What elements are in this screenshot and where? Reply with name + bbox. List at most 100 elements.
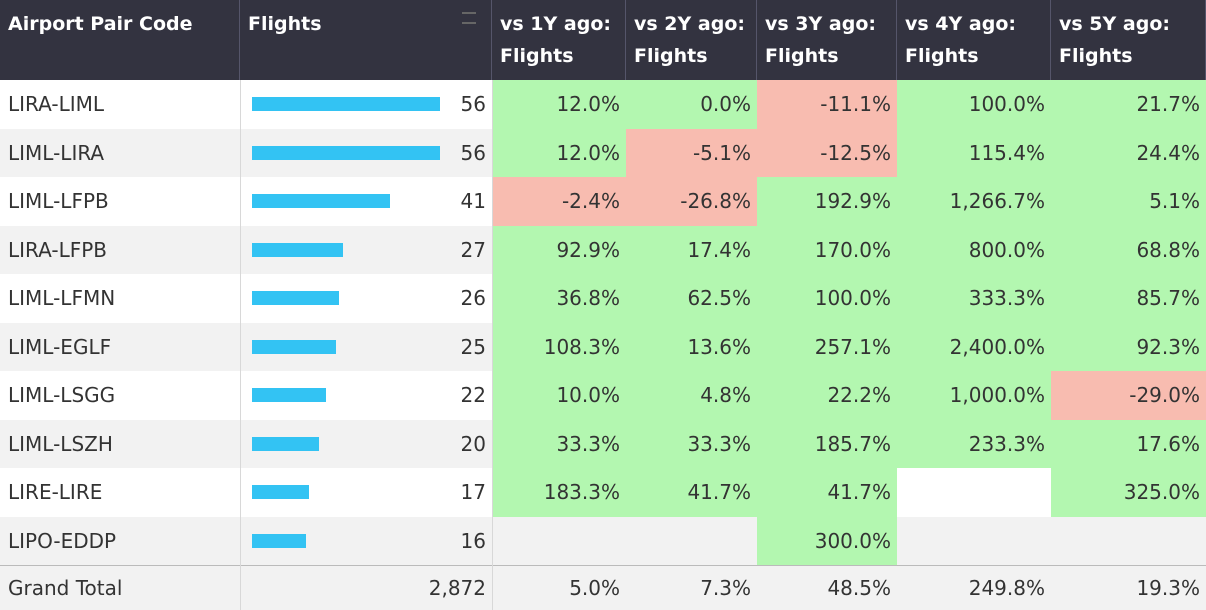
- change-value: 24.4%: [1051, 128, 1206, 177]
- change-value: -26.8%: [626, 177, 757, 226]
- change-value: -11.1%: [757, 80, 897, 129]
- change-value: 10.0%: [492, 371, 626, 420]
- change-value: -12.5%: [757, 128, 897, 177]
- column-header: vs 3Y ago: Flights: [757, 0, 897, 80]
- row-background: [0, 516, 1206, 565]
- column-header: vs 4Y ago: Flights: [897, 0, 1051, 80]
- flights-value: 17: [460, 480, 486, 505]
- column-header: vs 2Y ago: Flights: [626, 0, 757, 80]
- change-value: 68.8%: [1051, 225, 1206, 274]
- change-value: 62.5%: [626, 274, 757, 323]
- flights-value: 41: [460, 189, 486, 214]
- airport-pair: LIRA-LFPB: [8, 237, 108, 262]
- change-value: 115.4%: [897, 128, 1051, 177]
- change-value: 17.6%: [1051, 419, 1206, 468]
- column-header: vs 1Y ago: Flights: [492, 0, 626, 80]
- flights-value: 26: [460, 286, 486, 311]
- total-change: 249.8%: [968, 575, 1045, 600]
- flights-bar: [252, 339, 336, 354]
- change-value: [492, 517, 626, 566]
- change-value: 2,400.0%: [897, 322, 1051, 371]
- change-value: 4.8%: [626, 371, 757, 420]
- change-value: 170.0%: [757, 225, 897, 274]
- change-value: 17.4%: [626, 225, 757, 274]
- change-value: 12.0%: [492, 128, 626, 177]
- flights-value: 27: [460, 237, 486, 262]
- airport-pair: LIML-LSZH: [8, 431, 113, 456]
- total-change: 7.3%: [700, 575, 751, 600]
- change-value: 36.8%: [492, 274, 626, 323]
- airport-pair: LIML-LIRA: [8, 140, 105, 165]
- flights-bar: [252, 388, 326, 403]
- column-header: Airport Pair Code: [0, 0, 240, 80]
- change-value: 0.0%: [626, 80, 757, 129]
- change-value: -2.4%: [492, 177, 626, 226]
- total-flights: 2,872: [428, 575, 486, 600]
- column-header: Flights: [240, 0, 492, 80]
- change-value: 185.7%: [757, 419, 897, 468]
- flights-bar: [252, 533, 306, 548]
- airport-pair: LIML-EGLF: [8, 334, 112, 359]
- change-value: -5.1%: [626, 128, 757, 177]
- change-value: 800.0%: [897, 225, 1051, 274]
- airport-pair: LIRA-LIML: [8, 92, 105, 117]
- change-value: 12.0%: [492, 80, 626, 129]
- change-value: 85.7%: [1051, 274, 1206, 323]
- flights-bar: [252, 97, 440, 112]
- column-divider: [492, 80, 493, 610]
- flights-value: 56: [460, 140, 486, 165]
- change-value: 192.9%: [757, 177, 897, 226]
- change-value: 1,000.0%: [897, 371, 1051, 420]
- airport-pair: LIPO-EDDP: [8, 528, 117, 553]
- total-change: 48.5%: [827, 575, 891, 600]
- airport-pair: LIML-LSGG: [8, 383, 116, 408]
- total-row-background: [0, 565, 1206, 610]
- change-value: [897, 468, 1051, 517]
- change-value: 22.2%: [757, 371, 897, 420]
- flights-value: 16: [460, 528, 486, 553]
- change-value: 183.3%: [492, 468, 626, 517]
- change-value: 13.6%: [626, 322, 757, 371]
- total-label: Grand Total: [8, 575, 123, 600]
- change-value: 325.0%: [1051, 468, 1206, 517]
- change-value: 33.3%: [626, 419, 757, 468]
- flights-bar: [252, 436, 320, 451]
- flights-bar: [252, 145, 440, 160]
- flights-value: 25: [460, 334, 486, 359]
- airport-pair: LIML-LFPB: [8, 189, 109, 214]
- change-value: [626, 517, 757, 566]
- flights-value: 20: [460, 431, 486, 456]
- change-value: 300.0%: [757, 516, 897, 565]
- change-value: [1051, 517, 1206, 566]
- sort-icon[interactable]: [462, 12, 476, 24]
- change-value: 33.3%: [492, 419, 626, 468]
- change-value: 41.7%: [626, 468, 757, 517]
- change-value: 92.3%: [1051, 322, 1206, 371]
- airport-pair: LIML-LFMN: [8, 286, 116, 311]
- flights-bar: [252, 242, 343, 257]
- total-change: 5.0%: [569, 575, 620, 600]
- change-value: 5.1%: [1051, 177, 1206, 226]
- change-value: 100.0%: [757, 274, 897, 323]
- change-value: -29.0%: [1051, 371, 1206, 420]
- change-value: 257.1%: [757, 322, 897, 371]
- change-value: 100.0%: [897, 80, 1051, 129]
- airport-pair: LIRE-LIRE: [8, 480, 103, 505]
- change-value: 1,266.7%: [897, 177, 1051, 226]
- change-value: 108.3%: [492, 322, 626, 371]
- flights-bar: [252, 485, 310, 500]
- column-header: vs 5Y ago: Flights: [1051, 0, 1206, 80]
- flights-value: 56: [460, 92, 486, 117]
- change-value: 92.9%: [492, 225, 626, 274]
- column-divider: [240, 80, 241, 610]
- change-value: 333.3%: [897, 274, 1051, 323]
- flights-bar: [252, 291, 340, 306]
- change-value: 233.3%: [897, 419, 1051, 468]
- total-change: 19.3%: [1136, 575, 1200, 600]
- change-value: 41.7%: [757, 468, 897, 517]
- change-value: [897, 517, 1051, 566]
- flights-bar: [252, 194, 390, 209]
- flights-value: 22: [460, 383, 486, 408]
- change-value: 21.7%: [1051, 80, 1206, 129]
